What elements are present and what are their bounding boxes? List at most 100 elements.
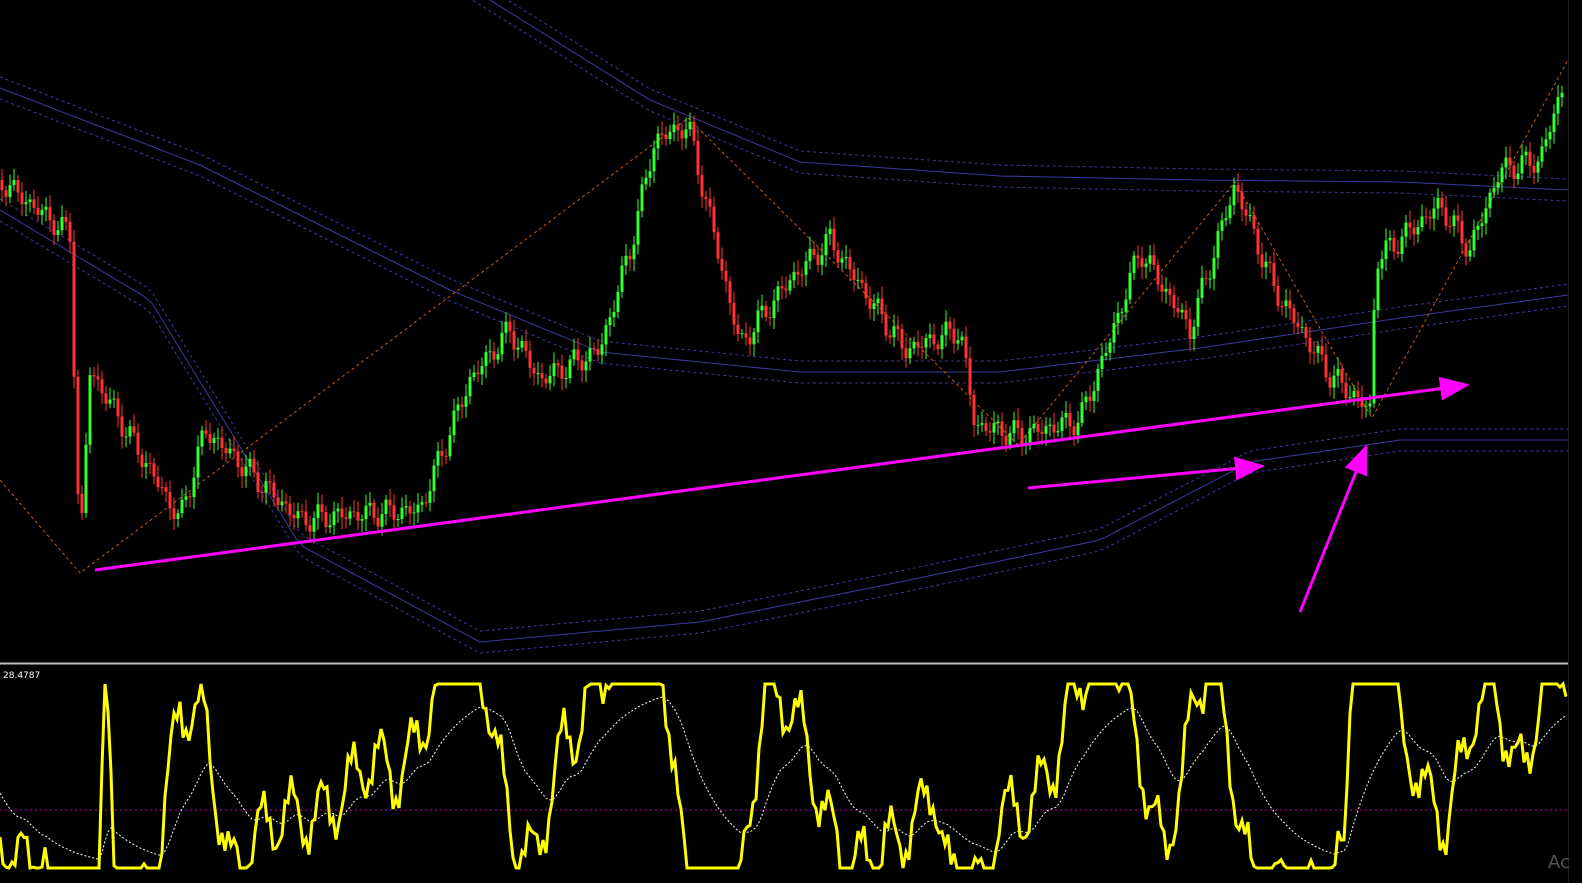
candle-body <box>756 310 760 333</box>
candle-body <box>1068 412 1072 427</box>
candle-body <box>1108 342 1112 353</box>
candle-body <box>1064 412 1068 418</box>
band <box>0 98 1569 384</box>
candle-body <box>788 280 792 291</box>
candle-body <box>1032 423 1036 429</box>
candle-body <box>112 398 116 400</box>
candle-body <box>568 359 572 378</box>
candle-body <box>1168 288 1172 295</box>
candle-body <box>1280 306 1284 307</box>
candle-body <box>520 341 524 348</box>
candle-body <box>656 133 660 149</box>
oscillator-line <box>0 681 1568 870</box>
candle-body <box>56 230 60 235</box>
candle-body <box>452 410 456 436</box>
candle-body <box>688 121 692 130</box>
candle-body <box>1236 185 1240 192</box>
candle-body <box>848 257 852 270</box>
candle-body <box>24 202 28 205</box>
arrow <box>1027 456 1265 490</box>
candle-body <box>500 332 504 355</box>
candle-body <box>896 326 900 330</box>
candle-body <box>36 207 40 215</box>
candle-body <box>836 250 840 263</box>
candle-body <box>1128 272 1132 300</box>
candle-body <box>784 288 788 291</box>
candle-body <box>548 376 552 384</box>
candle-body <box>204 430 208 435</box>
candle-body <box>580 360 584 371</box>
candle-body <box>1172 294 1176 309</box>
candle-body <box>1200 277 1204 298</box>
candle-body <box>352 511 356 513</box>
candle-body <box>1260 254 1264 268</box>
candle-body <box>296 511 300 519</box>
candle-body <box>624 255 628 266</box>
candle-body <box>1176 308 1180 313</box>
candle-body <box>508 321 512 332</box>
candle-body <box>944 321 948 336</box>
candle-body <box>280 501 284 506</box>
candle-body <box>1220 220 1224 231</box>
candle-body <box>1508 157 1512 166</box>
candle-body <box>760 305 764 311</box>
candle-body <box>52 220 56 235</box>
candle-body <box>1380 259 1384 269</box>
candle-body <box>1356 391 1360 397</box>
candle-body <box>1548 132 1552 140</box>
candle-body <box>1212 257 1216 279</box>
candle-body <box>1192 326 1196 339</box>
candle-body <box>1312 352 1316 354</box>
candle-body <box>1072 426 1076 436</box>
candle-body <box>972 394 976 425</box>
candle-body <box>1216 231 1220 258</box>
candle-body <box>440 451 444 456</box>
candle-body <box>1392 238 1396 252</box>
candle-body <box>364 505 368 520</box>
candle-body <box>632 244 636 260</box>
candle-body <box>936 344 940 350</box>
candle-body <box>828 228 832 235</box>
candle-body <box>208 434 212 443</box>
candle-body <box>1124 299 1128 312</box>
candle-body <box>1092 390 1096 401</box>
candle-body <box>1040 431 1044 434</box>
candle-body <box>1560 92 1564 98</box>
candle-body <box>1196 297 1200 327</box>
candle-body <box>368 502 372 506</box>
candle-body <box>96 376 100 380</box>
candle-body <box>180 499 184 514</box>
candle-body <box>192 477 196 497</box>
candle-body <box>256 472 260 492</box>
candle-body <box>1120 311 1124 313</box>
candle-body <box>168 491 172 509</box>
candle-body <box>752 332 756 345</box>
candle-body <box>1384 240 1388 259</box>
candle-body <box>912 341 916 349</box>
candle-body <box>812 248 816 255</box>
candle-body <box>284 501 288 504</box>
candle-body <box>412 512 416 514</box>
candle-body <box>1472 229 1476 251</box>
candle-body <box>432 465 436 492</box>
candle-body <box>1424 216 1428 218</box>
candle-body <box>492 351 496 360</box>
candle-body <box>1140 258 1144 268</box>
candle-body <box>396 519 400 520</box>
band <box>0 220 1568 654</box>
candle-body <box>1052 424 1056 433</box>
candle-body <box>1028 428 1032 443</box>
candle-body <box>1056 431 1060 433</box>
band <box>471 0 1569 202</box>
candle-body <box>924 338 928 348</box>
candle-body <box>448 435 452 457</box>
candle-body <box>640 184 644 212</box>
candle-body <box>780 286 784 289</box>
candle-body <box>1420 216 1424 228</box>
candle-body <box>1232 185 1236 206</box>
candle-body <box>144 463 148 467</box>
candle-body <box>916 341 920 347</box>
candle-body <box>436 451 440 466</box>
candle-body <box>856 279 860 281</box>
candle-body <box>1020 428 1024 445</box>
